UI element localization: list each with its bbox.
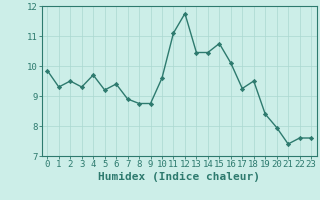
X-axis label: Humidex (Indice chaleur): Humidex (Indice chaleur) [98,172,260,182]
